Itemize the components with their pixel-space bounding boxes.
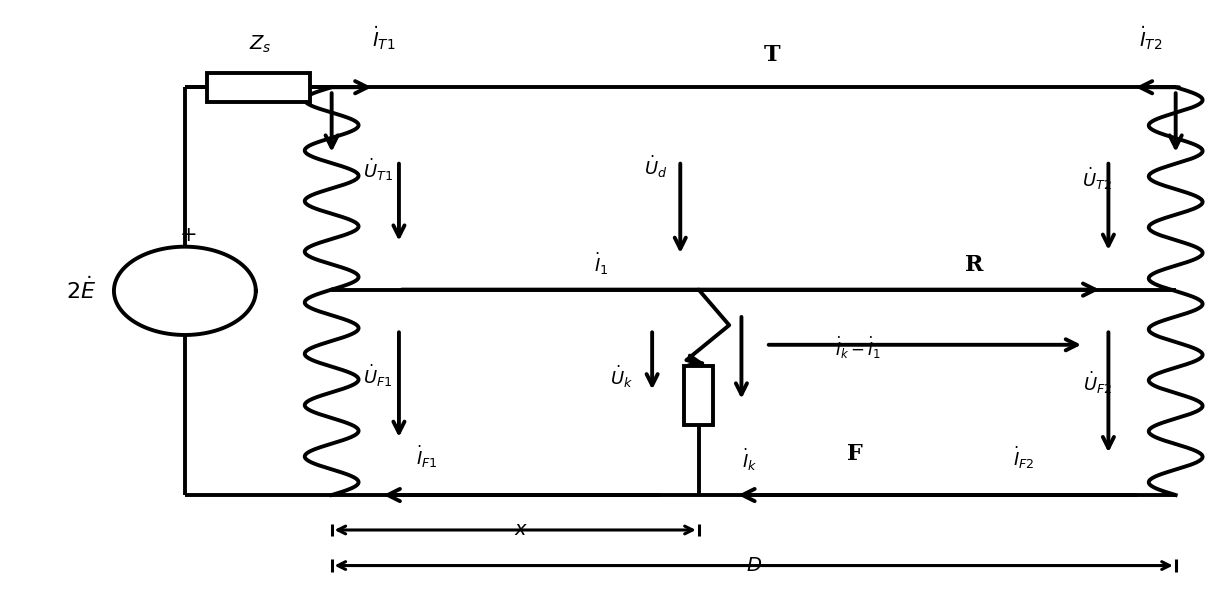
Text: $\dot{U}_{F2}$: $\dot{U}_{F2}$ <box>1083 370 1112 396</box>
Text: R: R <box>965 254 983 276</box>
Text: $Z_s$: $Z_s$ <box>249 34 272 55</box>
Text: $\dot{I}_{k}-\dot{I}_{1}$: $\dot{I}_{k}-\dot{I}_{1}$ <box>835 335 880 361</box>
Text: $\dot{U}_{F1}$: $\dot{U}_{F1}$ <box>363 362 392 389</box>
Text: $\dot{I}_{F1}$: $\dot{I}_{F1}$ <box>417 444 438 469</box>
Text: $D$: $D$ <box>745 556 761 575</box>
Text: $x$: $x$ <box>514 521 528 539</box>
Text: T: T <box>764 44 780 67</box>
Bar <box>207 73 310 102</box>
Text: $+$: $+$ <box>179 226 196 245</box>
Text: $\dot{U}_{d}$: $\dot{U}_{d}$ <box>644 154 667 180</box>
Text: $\dot{I}_{k}$: $\dot{I}_{k}$ <box>743 447 758 473</box>
Text: $2\dot{E}$: $2\dot{E}$ <box>66 277 96 304</box>
Text: $\dot{U}_{T2}$: $\dot{U}_{T2}$ <box>1083 166 1112 192</box>
Text: $\dot{U}_{T1}$: $\dot{U}_{T1}$ <box>363 157 394 183</box>
Text: $\dot{I}_{1}$: $\dot{I}_{1}$ <box>593 251 608 277</box>
Text: $\dot{I}_{F2}$: $\dot{I}_{F2}$ <box>1013 445 1035 471</box>
Bar <box>684 367 714 424</box>
Text: $\dot{U}_{k}$: $\dot{U}_{k}$ <box>611 363 633 390</box>
Text: F: F <box>847 443 863 465</box>
Text: $\dot{I}_{T1}$: $\dot{I}_{T1}$ <box>373 24 396 52</box>
Text: $\dot{I}_{T2}$: $\dot{I}_{T2}$ <box>1139 24 1163 52</box>
